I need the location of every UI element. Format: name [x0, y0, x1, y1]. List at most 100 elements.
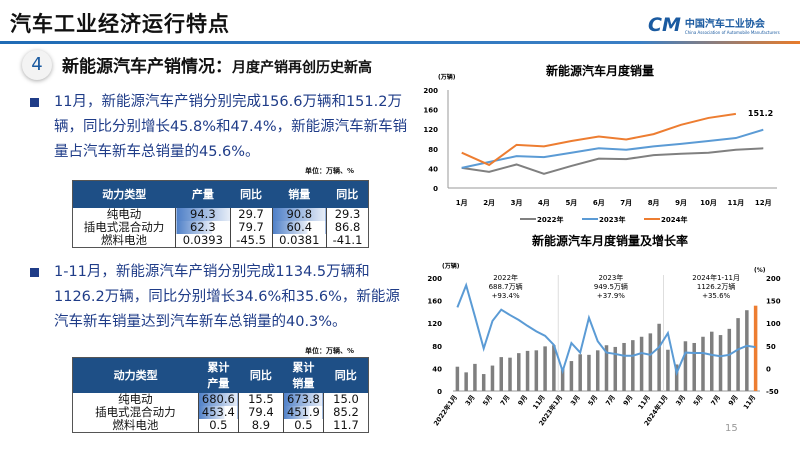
y2-tick-label: 50	[766, 343, 776, 351]
cell: 85.2	[322, 405, 369, 419]
sales-bar	[736, 318, 740, 391]
data-label: 151.2	[748, 109, 773, 118]
section-title: 新能源汽车产销情况：月度产销再创历史新高	[62, 52, 372, 77]
annotation-label: 949.5万辆	[594, 282, 628, 291]
y-tick-label: 200	[423, 87, 438, 95]
x-tick-label: 7月	[604, 394, 617, 408]
sales-bar	[710, 331, 714, 391]
header-divider	[0, 41, 800, 44]
cell: 29.3	[326, 207, 369, 221]
sales-bar	[517, 353, 521, 391]
cell: 插电式混合动力	[83, 219, 165, 234]
legend-label: 2023年	[599, 215, 625, 224]
x-tick-label: 3月	[674, 394, 687, 408]
y-tick-label: 160	[427, 298, 442, 306]
y-tick-label: 40	[432, 365, 442, 373]
cell: 680.6	[197, 392, 239, 406]
sales-bar	[604, 345, 609, 391]
cell: 86.8	[326, 220, 369, 234]
cell: 0.5	[197, 418, 239, 432]
section-number: 4	[22, 50, 52, 80]
annotation-label: +35.6%	[702, 292, 730, 300]
sales-bar	[455, 366, 460, 391]
cell: -45.5	[229, 233, 273, 247]
cell: -41.1	[326, 233, 369, 247]
cell: 29.7	[229, 207, 273, 221]
x-tick-label: 4月	[538, 199, 550, 207]
bullet-icon	[30, 98, 39, 107]
th: 动力类型	[72, 357, 199, 393]
sales-bar	[666, 349, 670, 391]
legend-label: 2024年	[661, 215, 687, 224]
annotation-label: 2024年1-11月	[692, 273, 740, 282]
x-tick-label: 9月	[675, 199, 687, 207]
cell: 79.4	[237, 405, 284, 419]
sales-growth-chart: 新能源汽车月度销量及增长率 (万辆) (%) 0 40 80 120 160 200 -50 0 50…	[427, 233, 781, 427]
monthly-sales-chart: 新能源汽车月度销量 (万辆) 0 40 80 120 160 200 1月 2月 3月 4月 5月 6月 7…	[423, 63, 777, 224]
chart-title: 新能源汽车月度销量	[546, 63, 654, 78]
th: 同比	[230, 180, 273, 208]
page-title: 汽车工业经济运行特点	[10, 12, 230, 36]
sales-bar	[578, 354, 582, 391]
cell: 79.7	[229, 220, 273, 234]
cell: 纯电动	[118, 391, 153, 406]
paragraph-text: 11月，新能源汽车产销分别完成156.6万辆和151.2万辆，同比分别增长45.…	[54, 94, 408, 160]
x-tick-label: 2022年1月	[431, 393, 459, 427]
annotation-label: +37.9%	[597, 292, 625, 300]
y2-tick-label: 100	[766, 320, 781, 328]
th: 动力类型	[72, 180, 176, 208]
cell: 11.7	[322, 418, 369, 432]
sales-bar	[543, 346, 547, 391]
sales-bar	[631, 340, 635, 391]
x-tick-label: 7月	[709, 394, 722, 408]
y-tick-label: 120	[423, 126, 438, 134]
annotation-label: 1126.2万辆	[697, 282, 736, 291]
sales-bar	[692, 342, 696, 391]
growth-line	[456, 282, 756, 377]
y2-tick-label: -50	[766, 388, 779, 396]
y-tick-label: 120	[427, 320, 442, 328]
sales-bar	[525, 350, 530, 391]
cell: 15.0	[322, 392, 369, 406]
th: 销量	[272, 180, 327, 208]
table-row: 纯电动 94.3 29.7 90.8 29.3	[73, 206, 369, 221]
y2-tick-label: 150	[766, 298, 781, 306]
section-title-main: 新能源汽车产销情况：	[62, 57, 232, 77]
x-tick-label: 3月	[569, 394, 582, 408]
unit-label: 单位：万辆、%	[305, 347, 355, 355]
th: 同比	[238, 357, 284, 393]
annotation-label: +93.4%	[492, 292, 520, 300]
sales-bar	[508, 357, 512, 391]
paragraph-cumulative: 1-11月，新能源汽车产销分别完成1134.5万辆和1126.2万辆，同比分别增…	[30, 260, 410, 335]
y-tick-label: 200	[427, 275, 442, 283]
sales-bar	[674, 364, 679, 391]
annotation-label: 2023年	[598, 273, 623, 282]
y2-tick-label: 0	[766, 365, 771, 373]
x-tick-label: 9月	[622, 394, 635, 408]
sales-bar	[701, 336, 705, 391]
cell: 纯电动	[106, 206, 142, 221]
x-tick-label: 3月	[511, 199, 523, 207]
cell: 燃料电池	[101, 232, 148, 247]
sales-bar	[552, 345, 556, 391]
cell: 62.3	[175, 220, 231, 234]
sales-bar	[560, 367, 565, 391]
table-row: 燃料电池 0.0393 -45.5 0.0381 -41.1	[73, 232, 369, 247]
x-tick-label: 10月	[700, 199, 717, 207]
table-row: 插电式混合动力 62.3 79.7 60.4 86.8	[73, 219, 369, 234]
x-tick-label: 5月	[692, 394, 705, 408]
sales-bar	[648, 333, 653, 391]
page-number: 15	[725, 423, 738, 434]
series-line-2022年	[461, 147, 764, 175]
annotation-label: 688.7万辆	[489, 282, 523, 291]
sales-bar	[481, 374, 486, 391]
cell: 453.4	[197, 405, 239, 419]
sales-bar	[657, 323, 661, 391]
cell: 94.3	[175, 207, 231, 221]
th: 同比	[326, 180, 369, 208]
sales-bar	[490, 365, 495, 391]
x-tick-label: 8月	[648, 199, 660, 207]
x-tick-label: 11月	[531, 394, 546, 411]
logo-mark-icon: CM	[648, 14, 681, 36]
th: 同比	[323, 357, 369, 393]
